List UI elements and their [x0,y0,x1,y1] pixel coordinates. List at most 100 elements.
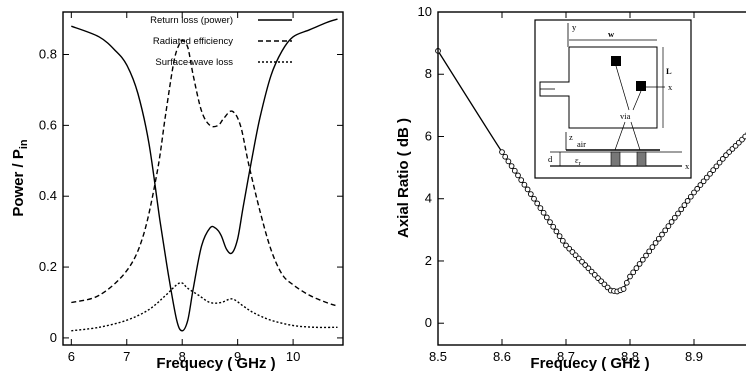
axial-ratio-marker [742,133,746,140]
axial-ratio-marker [665,223,672,229]
axial-ratio-marker [684,198,691,204]
axial-ratio-marker [691,189,697,196]
axial-ratio-marker [585,265,592,272]
inset-d-label: d [548,154,553,164]
left-x-tick-label: 9 [234,349,241,364]
axial-ratio-marker [659,231,665,238]
right-x-tick-label: 8.7 [557,349,575,364]
axial-ratio-marker [694,185,701,192]
left-legend: Return loss (power) Radiated efficiency … [150,15,292,68]
axial-ratio-marker [662,227,669,234]
antenna-inset-diagram: y w L x via z air x d εr [534,19,692,179]
axial-ratio-marker [652,240,659,246]
axial-ratio-marker [502,153,509,160]
axial-ratio-marker [505,158,512,165]
right-ticks: 8.5 8.6 8.7 8.8 8.9 0 2 4 6 8 10 [418,4,704,364]
legend-label-surface-wave-loss: Surface-wave loss [155,57,233,68]
axial-ratio-marker [591,271,598,278]
right-y-tick-label: 2 [425,253,432,268]
axial-ratio-marker [511,167,518,174]
axial-ratio-marker [559,237,566,244]
axial-ratio-marker [569,249,576,255]
axial-ratio-marker [687,193,694,200]
inset-via-leader-1 [615,65,630,111]
left-x-axis-label: Frequecy ( GHz ) [156,355,275,372]
inset-L-label: L [666,66,672,76]
right-plot-frame [437,11,746,346]
left-ticks: 6 7 8 9 10 0 0.2 0.4 0.6 0.8 [39,12,343,364]
inset-patch-outline [539,46,658,129]
axial-ratio-marker [534,200,541,207]
inset-x-label-top: x [668,82,673,92]
right-x-tick-label: 8.6 [493,349,511,364]
axial-ratio-marker [668,219,675,225]
axial-ratio-marker [627,273,633,280]
right-x-axis-label: Frequecy ( GHz ) [530,355,649,372]
inset-via-square-2 [636,81,646,91]
right-y-tick-label: 10 [418,4,432,19]
right-y-tick-label: 4 [425,191,432,206]
axial-ratio-marker [713,163,720,170]
right-y-tick-label: 6 [425,128,432,143]
series-line-surface-wave-loss [71,282,338,332]
axial-ratio-marker [633,265,640,271]
series-line-radiated-efficiency [71,39,338,307]
inset-air-label: air [577,139,586,149]
inset-eps-label: εr [575,155,582,167]
axial-ratio-marker [575,255,582,262]
left-y-tick-label: 0.4 [39,188,57,203]
axial-ratio-marker [499,149,505,155]
axial-ratio-marker [579,258,585,265]
axial-ratio-marker [550,223,557,230]
axial-ratio-marker [566,245,573,252]
axial-ratio-marker [540,209,547,216]
right-x-tick-label: 8.9 [685,349,703,364]
axial-ratio-marker [630,269,637,276]
axial-ratio-marker [508,163,515,169]
axial-ratio-marker [572,252,579,259]
left-x-tick-label: 6 [68,349,75,364]
axial-ratio-marker [675,210,681,217]
inset-via-leader-3 [614,121,626,151]
axial-ratio-marker [553,228,560,235]
axial-ratio-marker [543,214,550,221]
left-y-axis-label: Power / Pin [10,139,30,217]
axial-ratio-marker [678,206,685,213]
inset-eps-sub: r [579,160,582,167]
axial-ratio-marker [655,235,662,242]
left-y-tick-label: 0.8 [39,47,57,62]
power-chart: 6 7 8 9 10 0 0.2 0.4 0.6 0.8 Return loss (power) … [10,11,344,372]
right-x-tick-label: 8.8 [621,349,639,364]
series-line-return-loss-power [71,18,338,332]
axial-ratio-marker [703,174,710,181]
left-y-tick-label: 0.6 [39,117,57,132]
axial-ratio-marker [710,167,717,173]
axial-ratio-marker [547,219,553,225]
axial-ratio-marker [671,214,678,221]
inset-via-square-1 [611,56,621,66]
axial-ratio-marker [527,191,534,197]
inset-via-post-1 [610,151,621,167]
axial-ratio-marker [716,159,723,166]
axial-ratio-marker [681,202,688,208]
axial-ratio-marker [588,268,595,275]
axial-ratio-marker [582,262,589,268]
left-y-tick-label: 0 [50,330,57,345]
axial-ratio-marker [643,252,649,259]
inset-via-leader-2 [632,90,642,111]
axial-ratio-marker [515,172,521,179]
inset-via-leader-4 [630,121,641,151]
left-x-tick-label: 10 [286,349,300,364]
right-y-tick-label: 8 [425,66,432,81]
axial-ratio-marker [649,244,656,250]
left-x-tick-label: 8 [179,349,186,364]
left-series [71,18,338,332]
axial-ratio-marker [636,261,643,267]
legend-label-radiated-efficiency: Radiated efficiency [153,36,233,47]
inset-via-post-2 [636,151,647,167]
inset-y-label: y [572,22,577,32]
axial-ratio-marker [719,156,726,162]
right-series [435,48,746,295]
